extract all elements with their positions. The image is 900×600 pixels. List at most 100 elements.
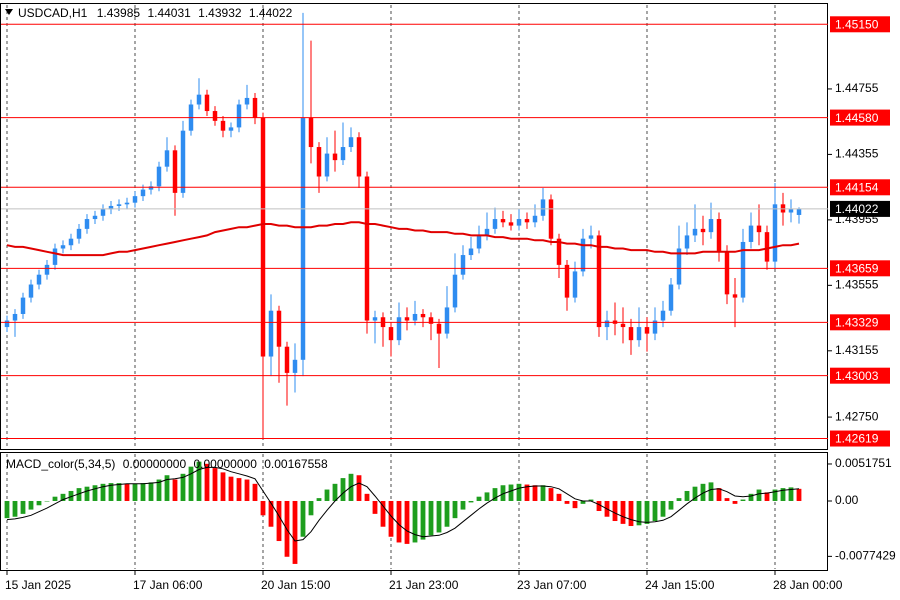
candle-body — [212, 111, 218, 121]
level-tag — [830, 109, 890, 126]
candle-body — [244, 97, 250, 105]
histogram-bar — [36, 500, 42, 506]
histogram-bar — [84, 486, 90, 501]
main-frame — [0, 3, 828, 450]
histogram-bar — [308, 500, 314, 516]
candle-body — [548, 199, 554, 239]
histogram-bar — [252, 483, 258, 501]
candle-body — [164, 150, 170, 167]
histogram-bar — [4, 500, 10, 519]
macd-title: MACD_color(5,34,5) — [6, 457, 115, 471]
histogram-bar — [588, 499, 594, 501]
candle-body — [372, 317, 378, 321]
candle-body — [572, 271, 578, 298]
histogram-bar — [180, 473, 186, 501]
candle-body — [316, 147, 322, 177]
candle-body — [516, 219, 522, 226]
level-label: 1.44154 — [835, 180, 879, 194]
histogram-bar — [652, 500, 658, 522]
candle-body — [284, 346, 290, 373]
candle-body — [492, 219, 498, 229]
histogram-bar — [412, 500, 418, 543]
candle-body — [460, 255, 466, 275]
menu-arrow — [5, 9, 13, 15]
histogram-bar — [628, 500, 634, 527]
histogram-bar — [388, 500, 394, 537]
candle-body — [300, 117, 306, 360]
candle-body — [692, 228, 698, 236]
histogram-bar — [692, 486, 698, 501]
candle-body — [28, 284, 34, 298]
candle-body — [228, 127, 234, 131]
candle-body — [708, 219, 714, 233]
histogram-bar — [772, 489, 778, 501]
grid — [6, 5, 776, 569]
candle-body — [396, 317, 402, 341]
candle-body — [652, 320, 658, 334]
histogram-bar — [372, 500, 378, 514]
histogram-bar — [484, 492, 490, 501]
candle-body — [564, 264, 570, 298]
level-label: 1.44580 — [835, 111, 879, 125]
histogram-bar — [52, 496, 58, 501]
histogram-bar — [556, 493, 562, 501]
candle-body — [596, 235, 602, 328]
macd-frame — [0, 452, 828, 571]
histogram-bar — [724, 498, 730, 501]
candle-body — [716, 219, 722, 252]
histogram-bar — [212, 468, 218, 501]
histogram-bar — [516, 483, 522, 501]
candle-body — [484, 228, 490, 236]
histogram-bar — [292, 500, 298, 564]
x-tick-label: 20 Jan 15:00 — [261, 578, 331, 592]
candle-body — [116, 204, 122, 206]
histogram-bar — [172, 479, 178, 501]
histogram-bar — [468, 500, 474, 503]
histogram-bar — [364, 493, 370, 501]
histogram-bar — [676, 498, 682, 501]
candle-body — [604, 320, 610, 328]
histogram-bar — [764, 492, 770, 501]
moving-average — [6, 221, 800, 257]
histogram-bar — [316, 498, 322, 501]
histogram-bar — [436, 500, 442, 533]
histogram-bar — [500, 485, 506, 501]
level-tag — [830, 430, 890, 447]
histogram-bar — [756, 489, 762, 501]
y-tick-label: 1.42750 — [835, 409, 879, 423]
candle-body — [540, 199, 546, 216]
histogram-bar — [196, 461, 202, 501]
histogram-bar — [28, 500, 34, 510]
candle-body — [260, 117, 266, 357]
histogram-bar — [164, 475, 170, 501]
y-tick-label: 1.44355 — [835, 147, 879, 161]
histogram-bar — [732, 500, 738, 504]
histogram-bar — [20, 500, 26, 514]
current-price-tag — [830, 200, 890, 217]
candle-body — [788, 209, 794, 213]
candle-body — [92, 215, 98, 220]
histogram-bar — [100, 483, 106, 501]
histogram-bar — [564, 500, 570, 504]
candle-body — [500, 219, 506, 223]
plot — [1, 12, 828, 564]
candle-body — [172, 150, 178, 193]
histogram-bar — [780, 488, 786, 501]
level-label: 1.43659 — [835, 261, 879, 275]
histogram-bar — [12, 500, 18, 517]
histogram-bar — [156, 479, 162, 501]
histogram-bar — [300, 500, 306, 537]
candle-body — [764, 232, 770, 262]
histogram-bar — [620, 500, 626, 524]
histogram-bar — [548, 488, 554, 501]
histogram-bar — [380, 500, 386, 527]
candle-body — [732, 294, 738, 298]
level-tag — [830, 16, 890, 33]
histogram-bar — [460, 500, 466, 510]
histogram-bar — [44, 500, 50, 502]
candle-body — [356, 137, 362, 177]
candle-body — [124, 202, 130, 205]
candle-body — [428, 317, 434, 324]
level-label: 1.42619 — [835, 432, 879, 446]
signal-line — [6, 466, 800, 542]
